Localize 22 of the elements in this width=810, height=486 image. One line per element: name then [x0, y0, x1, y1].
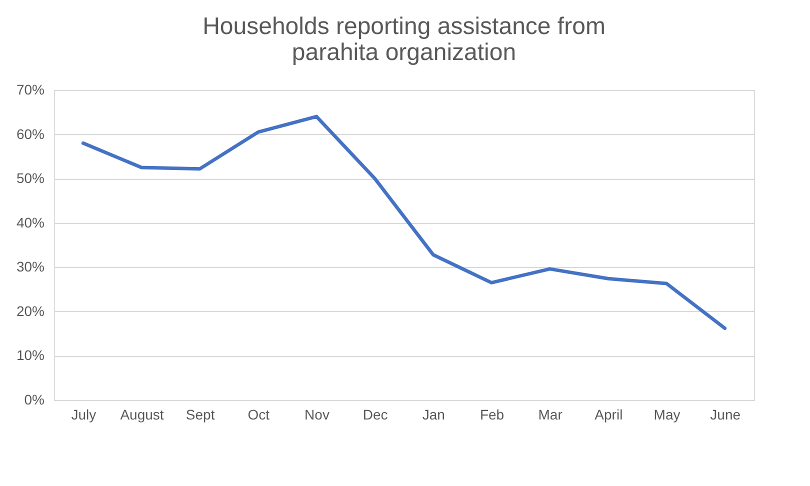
y-tick-label: 30%: [16, 258, 44, 275]
x-tick-label: Jan: [422, 406, 445, 422]
y-tick-label: 50%: [16, 170, 44, 186]
x-tick-label: August: [120, 406, 164, 422]
line-series: [81, 114, 727, 330]
y-tick-label: 10%: [16, 347, 44, 364]
x-tick-label: Feb: [480, 406, 504, 422]
x-tick-label: Mar: [538, 406, 563, 422]
x-tick-label: Oct: [248, 406, 270, 422]
y-tick-label: 70%: [16, 82, 44, 98]
y-tick-label: 60%: [16, 126, 44, 142]
y-tick-label: 0%: [24, 392, 44, 408]
x-tick-label: Sept: [186, 406, 215, 422]
x-tick-label: June: [710, 406, 741, 422]
x-tick-label: April: [594, 406, 623, 422]
chart-title: Households reporting assistance from parahita organization: [202, 13, 606, 66]
x-tick-label: Nov: [304, 406, 330, 422]
x-tick-label: May: [654, 406, 680, 422]
x-tick-label: July: [71, 406, 96, 422]
x-tick-label: Dec: [362, 406, 388, 422]
y-tick-label: 20%: [16, 302, 44, 319]
y-tick-label: 40%: [16, 214, 44, 230]
